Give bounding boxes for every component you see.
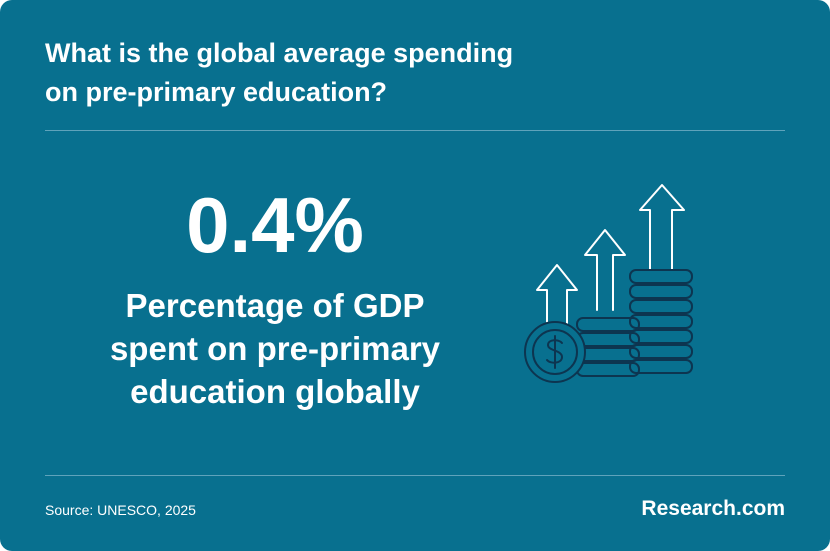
description-line: spent on pre-primary [109, 330, 441, 367]
source: Source: UNESCO, 2025 [45, 502, 196, 518]
description-line: education globally [130, 373, 420, 410]
brand-logo: Research.com [641, 497, 785, 520]
stat-description: Percentage of GDP spent on pre-primary e… [55, 284, 495, 413]
title-line: on pre-primary education? [45, 77, 388, 107]
divider [45, 130, 785, 131]
stat-value: 0.4% [186, 181, 364, 269]
growth-icon [524, 184, 693, 383]
title: What is the global average spending on p… [45, 34, 513, 112]
divider [45, 475, 785, 476]
description-line: Percentage of GDP [125, 287, 425, 324]
title-line: What is the global average spending [45, 38, 514, 68]
